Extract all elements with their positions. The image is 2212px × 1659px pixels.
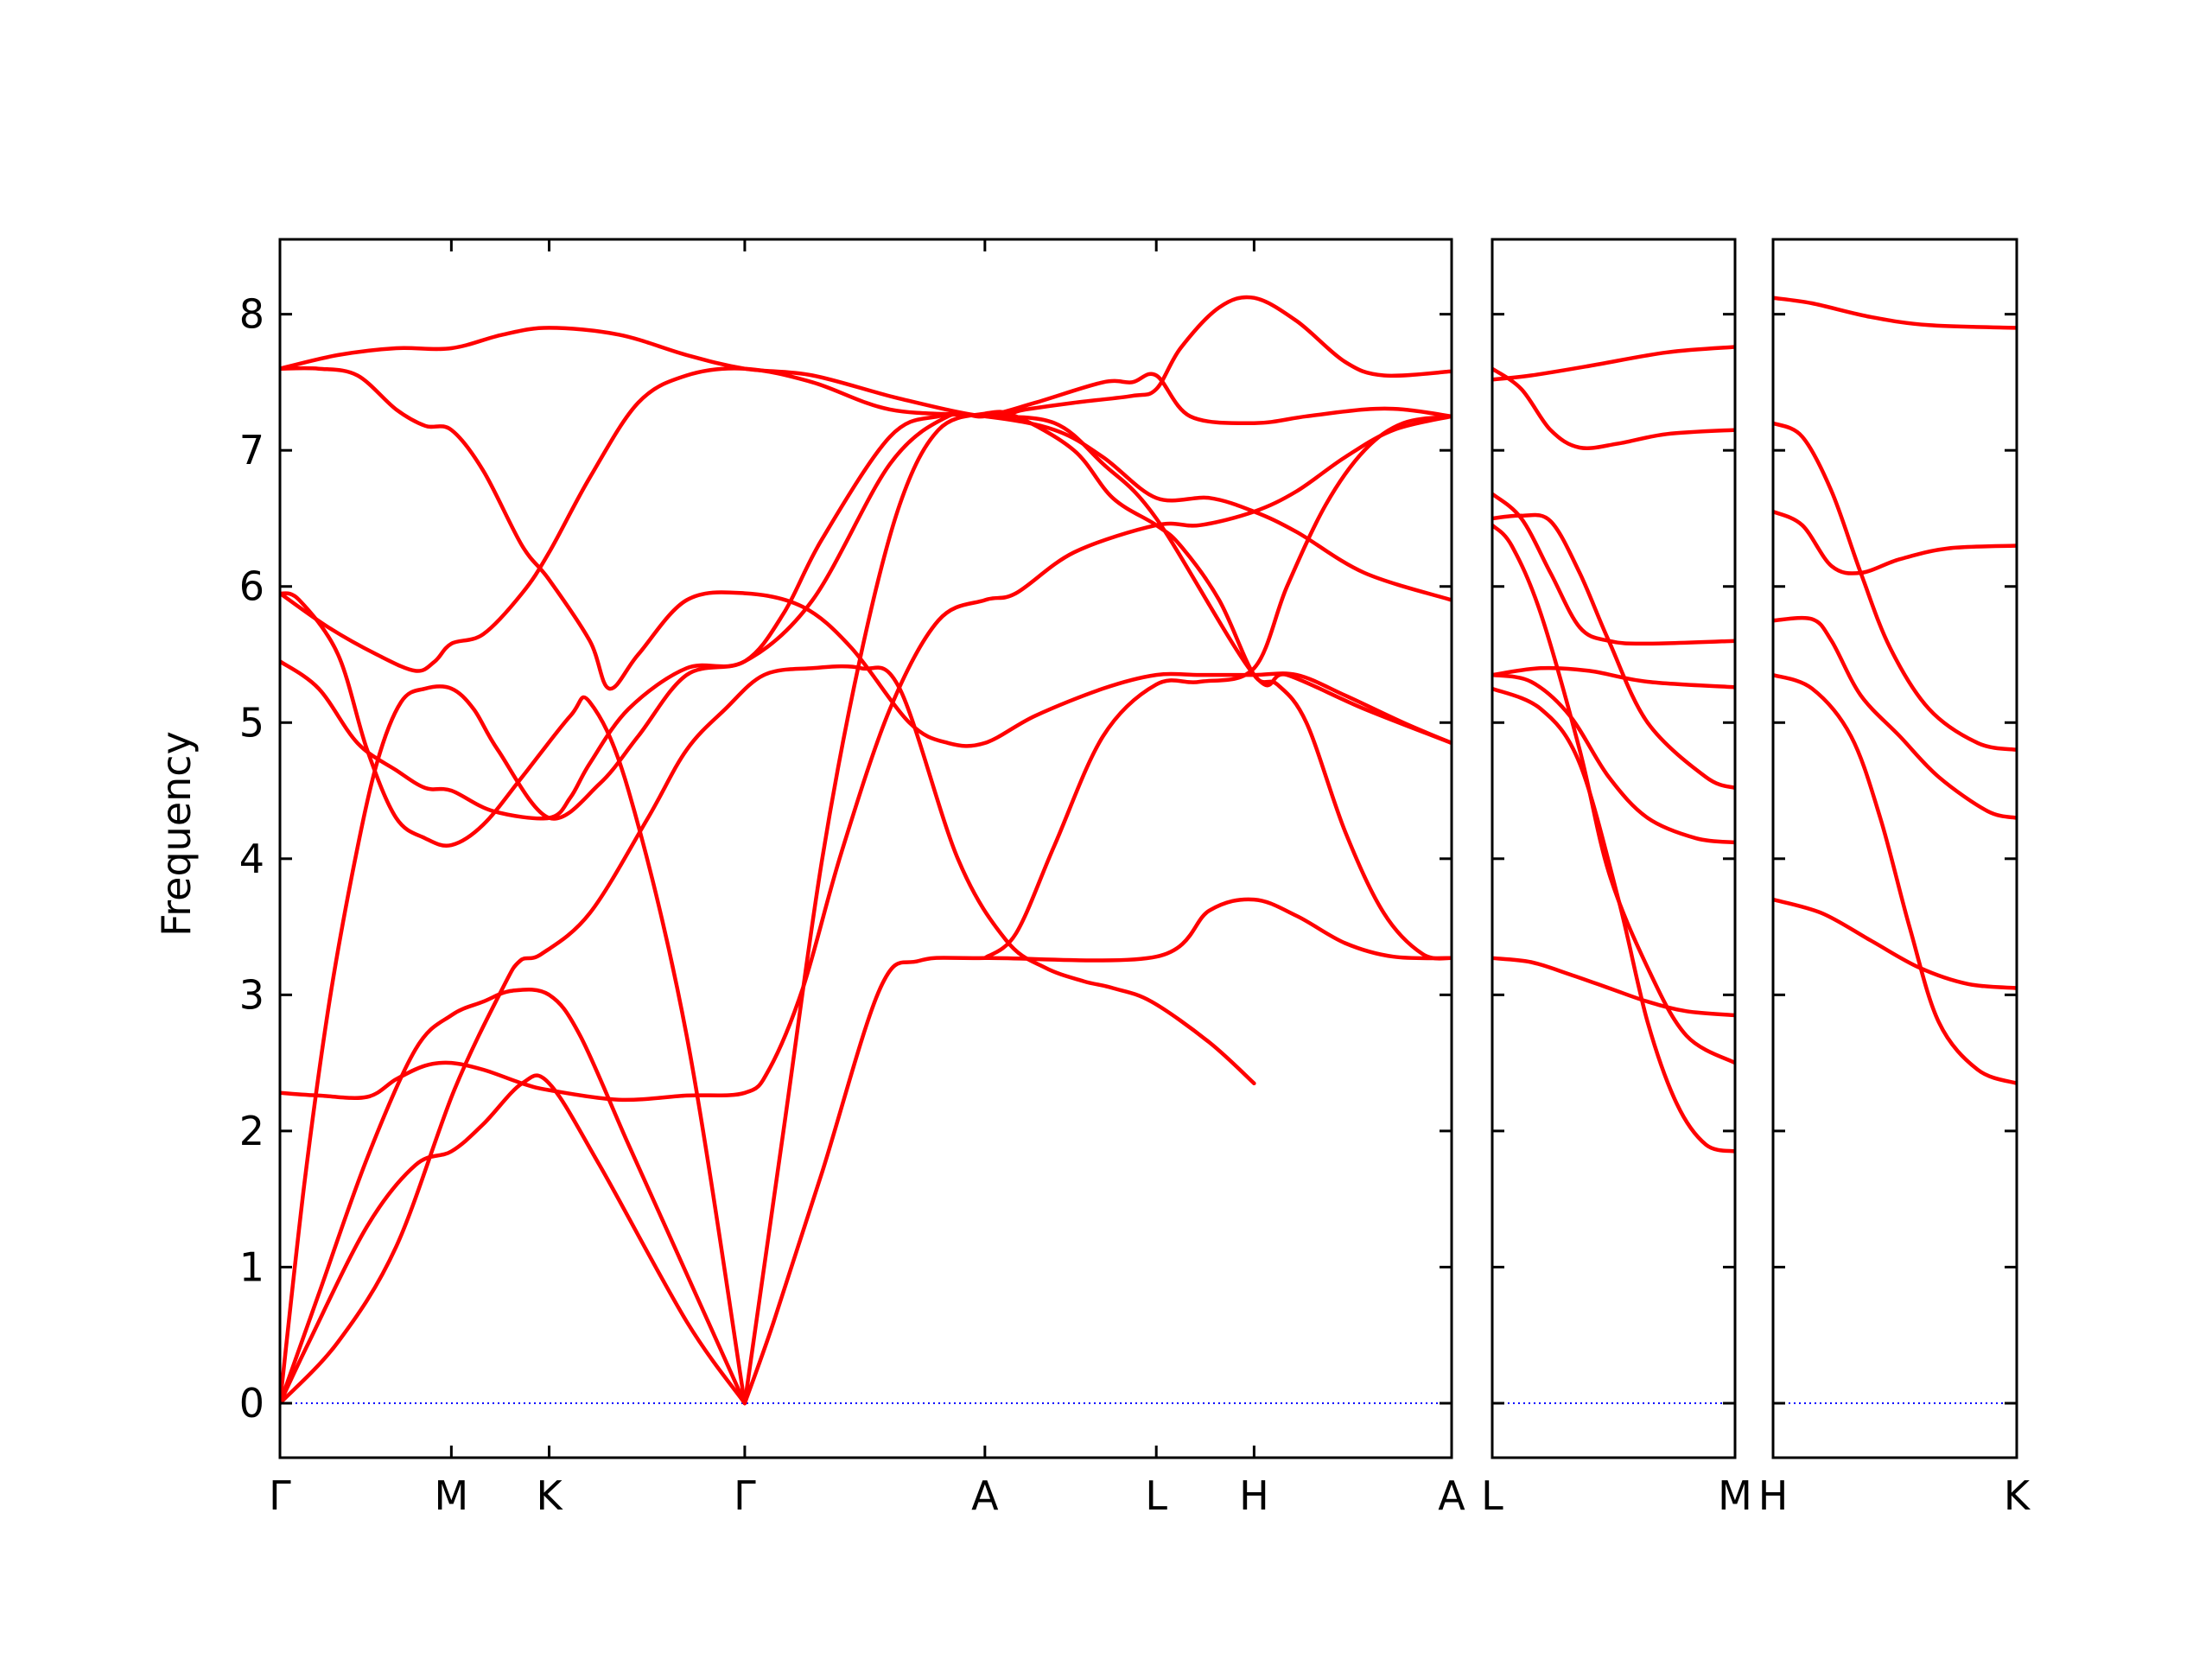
y-tick-label: 1	[239, 1243, 264, 1290]
x-tick-label: K	[2004, 1472, 2031, 1519]
band-2-8	[1492, 686, 1735, 1154]
panel-frame	[278, 238, 1453, 1459]
band-1-11	[742, 897, 1452, 1406]
x-tick-label: H	[1758, 1472, 1789, 1519]
y-tick-label: 8	[239, 291, 264, 338]
band-2-4	[1492, 512, 1735, 791]
band-1-5	[280, 372, 1452, 821]
band-3-3	[1773, 509, 2017, 575]
band-2-3	[1492, 492, 1735, 646]
band-1-1	[280, 1073, 747, 1406]
x-tick-label: H	[1239, 1472, 1269, 1519]
band-1-12	[742, 410, 1452, 1406]
y-tick-label: 6	[239, 563, 264, 610]
band-series-group	[1773, 296, 2017, 1086]
band-2-2	[1492, 366, 1735, 451]
band-2-9	[1492, 956, 1735, 1018]
band-3-4	[1773, 615, 2017, 820]
y-tick-label: 0	[239, 1380, 264, 1427]
panel-frame	[1491, 238, 1737, 1459]
band-3-6	[1773, 897, 2017, 990]
band-1-4	[280, 414, 1452, 1103]
band-3-1	[1773, 296, 2017, 330]
y-tick-label: 5	[239, 699, 264, 746]
x-tick-label: Γ	[269, 1472, 291, 1519]
band-3-5	[1773, 672, 2017, 1086]
band-2-1	[1492, 345, 1735, 382]
band-3-2	[1773, 421, 2017, 753]
band-1-3	[280, 412, 1452, 1406]
y-axis-label: Frequency	[153, 731, 200, 937]
band-1-10	[280, 664, 1256, 1406]
x-tick-label: Γ	[734, 1472, 756, 1519]
x-tick-label: K	[536, 1472, 563, 1519]
x-tick-label: A	[971, 1472, 999, 1519]
x-tick-label: L	[1481, 1472, 1503, 1519]
x-tick-label: L	[1145, 1472, 1167, 1519]
x-tick-label: M	[1718, 1472, 1752, 1519]
band-1-9	[280, 295, 1452, 419]
x-tick-label: A	[1438, 1472, 1465, 1519]
band-1-6	[280, 591, 747, 1406]
x-tick-label: M	[435, 1472, 469, 1519]
panel-1: 0 1 2 3 4 5 6 7 8 Γ M K Γ A L H A	[239, 238, 1465, 1519]
y-tick-label: 4	[239, 836, 264, 882]
band-series-group	[1492, 345, 1735, 1154]
band-1-13	[982, 414, 1452, 961]
panel-frame	[1771, 238, 2018, 1459]
y-tick-label: 7	[239, 427, 264, 474]
y-tick-label: 2	[239, 1108, 264, 1154]
band-2-7	[1492, 672, 1735, 845]
band-1-8	[280, 365, 1452, 748]
y-tick-label: 3	[239, 971, 264, 1018]
band-series-group	[280, 295, 1452, 1406]
band-2-6	[1492, 665, 1735, 690]
